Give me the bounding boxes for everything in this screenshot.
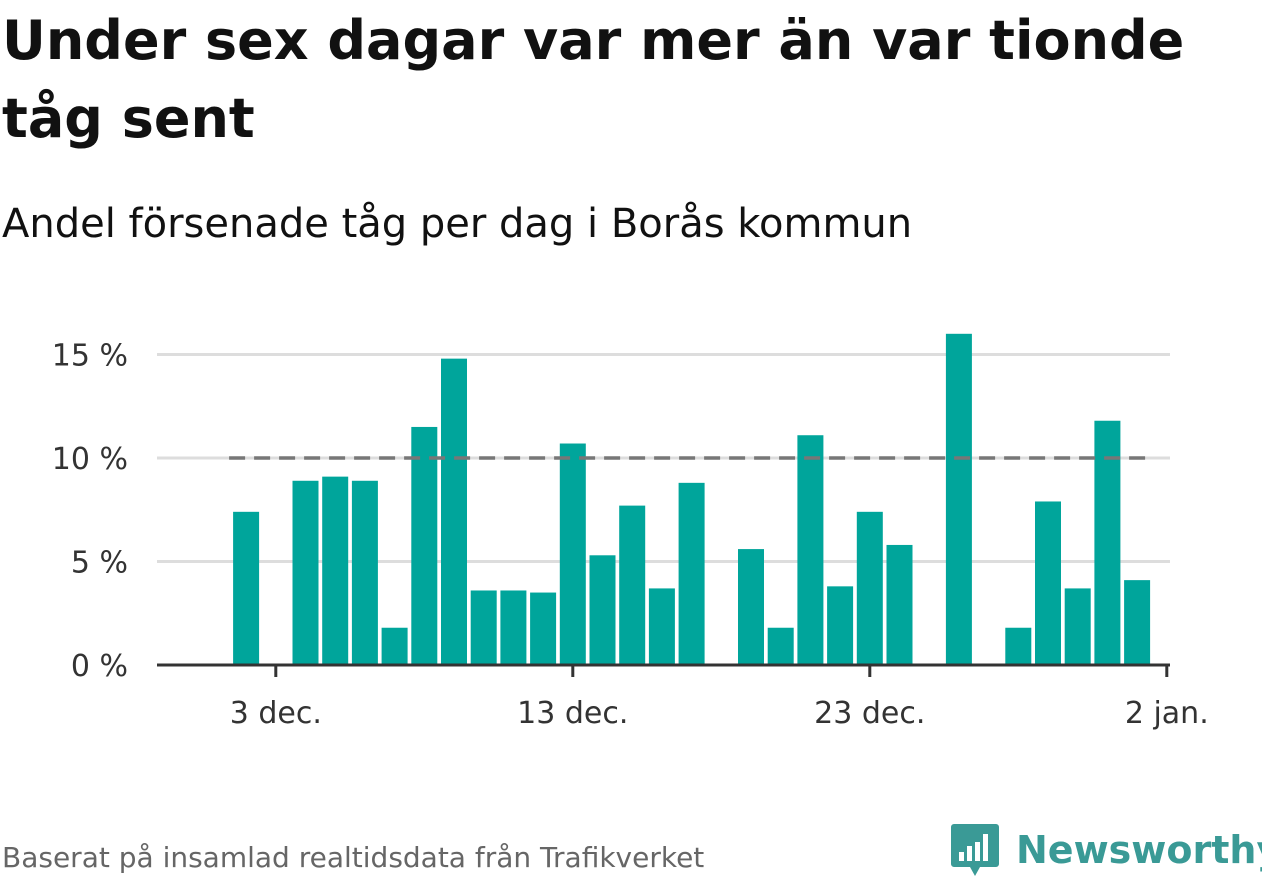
y-tick-label: 15 % (52, 339, 128, 374)
newsworthy-logo-icon (951, 824, 999, 876)
bar (1124, 580, 1151, 665)
newsworthy-logo: Newsworthy (950, 818, 1262, 882)
logo-text: Newsworthy (1016, 828, 1262, 872)
x-tick-label: 13 dec. (517, 696, 628, 731)
bar (738, 549, 764, 665)
y-tick-label: 10 % (52, 442, 128, 477)
bar (500, 590, 527, 665)
bar (381, 627, 408, 665)
bar (767, 627, 794, 665)
bar (559, 443, 586, 665)
bar (1094, 420, 1121, 665)
bar (411, 426, 438, 665)
bars (233, 333, 1151, 665)
bar (945, 333, 972, 665)
y-tick-labels: 0 % 5 % 10 % 15 % (52, 339, 128, 685)
bar (797, 435, 824, 665)
bar (589, 555, 616, 665)
x-tick-label: 2 jan. (1125, 696, 1209, 731)
x-ticks: 3 dec. 13 dec. 23 dec. 2 jan. (230, 665, 1209, 731)
bar (1005, 627, 1032, 665)
y-tick-label: 0 % (71, 649, 128, 684)
x-tick-label: 23 dec. (814, 696, 925, 731)
bar (648, 588, 675, 665)
x-tick-label: 3 dec. (230, 696, 322, 731)
bar-chart: 0 % 5 % 10 % 15 % 3 dec. 13 dec. 23 dec. 2 jan… (52, 333, 1209, 731)
bar (678, 482, 705, 665)
chart-title: Under sex dagar var mer än var tionde tå… (2, 9, 1185, 150)
chart-subtitle: Andel försenade tåg per dag i Borås komm… (2, 201, 913, 247)
bar (886, 544, 913, 665)
bar (530, 592, 557, 665)
bar (1064, 588, 1091, 665)
bar (351, 480, 378, 665)
bar (856, 511, 883, 665)
bar (827, 586, 854, 665)
bar (322, 476, 349, 665)
bar (1035, 501, 1061, 665)
y-tick-label: 5 % (71, 546, 128, 581)
bar (233, 511, 260, 665)
bar (441, 358, 467, 665)
bar (470, 590, 497, 665)
source-note: Baserat på insamlad realtidsdata från Tr… (2, 841, 705, 874)
bar (292, 480, 319, 665)
bar (619, 505, 646, 665)
